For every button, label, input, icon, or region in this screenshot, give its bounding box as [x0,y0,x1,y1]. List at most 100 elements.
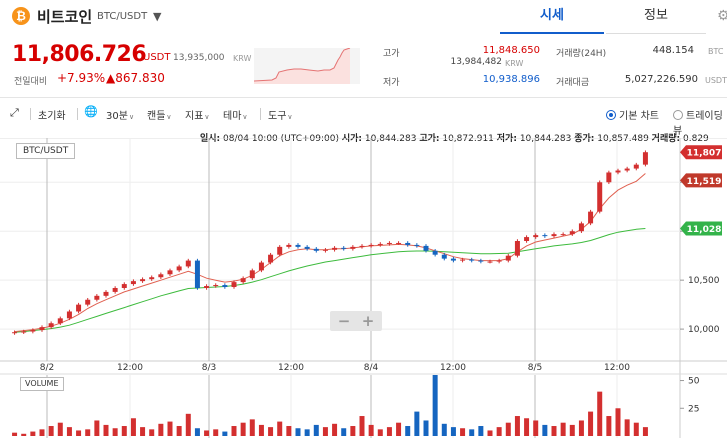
x-tick-label: 12:00 [117,363,143,373]
candle-body [615,170,621,173]
tab-info[interactable]: 정보 [606,0,706,34]
theme-select[interactable]: 테마∨ [223,107,248,122]
x-tick-label: 8/4 [364,363,379,373]
price-tag-label: 11,028 [687,225,722,235]
candle-body [149,277,155,280]
candle-body [140,279,146,282]
candle-body [176,266,182,271]
tools-select[interactable]: 도구∨ [268,107,293,122]
candle-body [524,237,530,241]
volume-bar [204,430,210,436]
volume-bar [121,426,127,436]
gear-icon[interactable]: ⚙ [717,8,727,24]
expand-icon[interactable]: ⤢ [10,106,19,119]
reset-button[interactable]: 초기화 [38,111,66,122]
volume-bar [194,428,200,436]
candle-body [578,223,584,232]
volume-bar [268,427,274,436]
volume-bar [341,428,347,436]
price-tag-label: 11,519 [687,177,722,187]
volume-bar [167,421,173,436]
price-tag-label: 11,807 [687,149,722,159]
radio-unchecked-icon [673,110,683,120]
volume-bar [606,416,612,436]
ohlc-close-value: 10,857.489 [597,134,649,144]
volume-bar [30,431,36,436]
volume-bar [423,420,429,436]
x-tick-label: 8/2 [40,363,54,373]
volume-bar [76,430,82,436]
chevron-down-icon[interactable]: ▼ [153,10,162,23]
high-value: 11,848.650 [482,45,540,56]
ohlc-open-label: 시가: [341,134,363,144]
candle-body [204,286,210,288]
current-price-unit: USDT [143,52,171,63]
low-label: 저가 [383,78,400,88]
candle-select[interactable]: 캔들∨ [147,107,172,122]
candle-body [432,250,438,255]
x-tick-label: 8/3 [202,363,216,373]
candle-body [249,270,255,279]
indicator-select[interactable]: 지표∨ [185,107,210,122]
volume-bar [551,426,557,436]
chevron-down-icon: ∨ [128,113,135,121]
candle-body [514,241,520,256]
volume-bar [176,426,182,436]
candle-body [130,281,136,285]
tradingview-radio[interactable]: 트레이딩뷰 [673,107,727,137]
high-krw-unit: KRW [505,59,524,68]
candle-label: 캔들 [147,111,166,122]
volume-bar [441,423,447,436]
price-tag-box [680,221,722,236]
price-tag-box [680,173,722,188]
volume-bar [469,429,475,436]
ohlc-time-value: 08/04 10:00 (UTC+09:00) [223,134,339,144]
mini-price-chart [254,48,360,84]
candle-body [30,330,36,332]
price-chart[interactable]: 10,00010,50011,00011,5008/212:008/312:00… [0,138,727,447]
candle-body [551,234,557,237]
volume-bar [240,422,246,436]
volume-bar [94,420,100,436]
ohlc-time-label: 일시: [200,134,221,144]
candle-body [597,182,603,212]
volume-bar [487,430,493,436]
chevron-down-icon: ∨ [287,113,293,121]
interval-select[interactable]: 30분∨ [106,107,134,122]
candle-body [213,285,219,287]
candle-body [21,331,27,333]
candle-body [624,168,630,171]
volume-bar [130,418,136,436]
candle-body [286,244,292,247]
candle-body [533,235,539,238]
basic-chart-label: 기본 차트 [619,111,659,122]
zoom-out-button[interactable]: − [337,312,351,330]
candle-body [258,262,264,271]
candle-body [496,260,502,262]
price-krw-unit: KRW [233,54,252,63]
toolbar-divider [260,108,261,120]
candle-body [542,235,548,237]
volume-bar [332,423,338,436]
ohlc-low-label: 저가: [496,134,517,144]
volume-tick-label: 50 [688,377,700,387]
volume-bar [57,422,63,436]
trade-amount-unit: USDT [705,76,727,85]
zoom-in-button[interactable]: + [361,312,375,330]
candle-body [295,244,301,247]
tab-price[interactable]: 시세 [500,0,604,34]
candle-body [341,247,347,249]
volume-bar [112,428,118,436]
basic-chart-radio[interactable]: 기본 차트 [606,107,659,122]
candle-body [405,242,411,245]
candle-body [231,282,237,288]
candle-body [304,246,310,249]
volume-bar [569,424,575,436]
price-summary: 11,806.726 USDT 13,935,000 KRW 전일대비 +7.9… [0,36,727,98]
radio-checked-icon [606,110,616,120]
volume-bar [359,416,365,436]
globe-icon[interactable]: 🌐 [84,105,98,118]
volume-bar [460,428,466,436]
trade-amount-value: 5,027,226.590 [624,74,698,85]
y-tick-label: 10,500 [688,276,720,286]
